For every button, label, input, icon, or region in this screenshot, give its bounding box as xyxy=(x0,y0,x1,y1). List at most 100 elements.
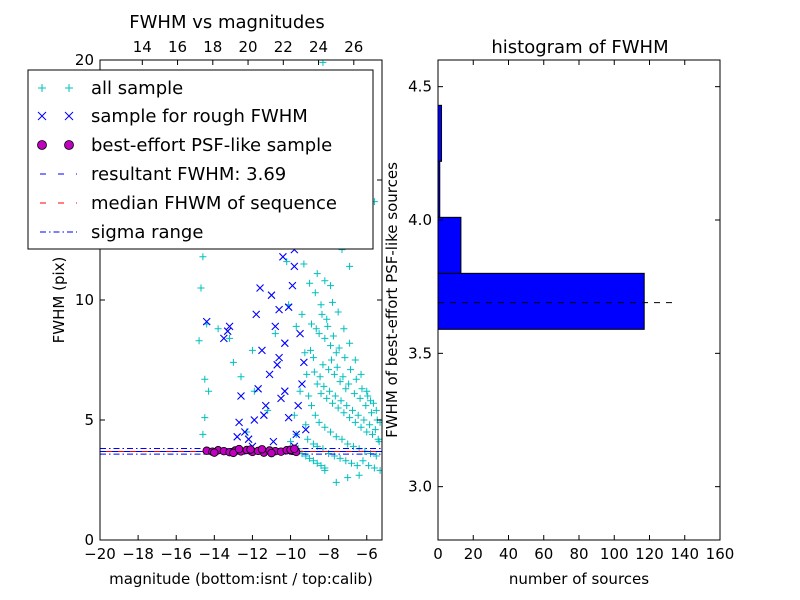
histogram-title: histogram of FWHM xyxy=(491,37,668,58)
hist-x-tick-label: 120 xyxy=(635,545,664,563)
all-sample-point xyxy=(290,411,298,419)
all-sample-point xyxy=(199,430,207,438)
y-tick-label: 5 xyxy=(84,411,94,429)
x-tick-label: −12 xyxy=(237,545,269,563)
all-sample-point xyxy=(321,277,329,285)
rough-sample-point xyxy=(284,303,293,312)
all-sample-point xyxy=(335,344,343,352)
all-sample-point xyxy=(351,356,359,364)
all-sample-point xyxy=(197,284,205,292)
all-sample-point xyxy=(319,361,327,369)
hist-x-tick-label: 0 xyxy=(433,545,443,563)
all-sample-point xyxy=(342,457,350,465)
all-sample-point xyxy=(362,402,370,410)
legend-label-psf-sample: best-effort PSF-like sample xyxy=(91,135,332,156)
rough-sample-point xyxy=(275,305,283,314)
all-sample-point xyxy=(308,402,315,410)
histogram-bar xyxy=(437,272,645,330)
top-x-tick-label: 18 xyxy=(203,38,222,56)
all-sample-point xyxy=(226,334,234,342)
rough-sample-point xyxy=(235,418,243,427)
all-sample-point xyxy=(309,457,317,465)
all-sample-point xyxy=(201,375,209,383)
all-sample-point xyxy=(348,406,356,414)
legend-x-marker xyxy=(64,111,74,121)
top-x-tick-label: 14 xyxy=(133,38,152,56)
all-sample-point xyxy=(332,478,340,486)
all-sample-point xyxy=(201,414,209,422)
all-sample-point xyxy=(311,411,319,419)
y-tick-label: 10 xyxy=(75,291,94,309)
all-sample-point xyxy=(300,260,308,268)
all-sample-point xyxy=(357,370,365,378)
all-sample-point xyxy=(336,454,344,462)
legend-label-sigma-range: sigma range xyxy=(91,222,203,243)
all-sample-point xyxy=(369,399,377,407)
all-sample-point xyxy=(340,325,348,333)
all-sample-point xyxy=(305,392,313,400)
all-sample-point xyxy=(315,330,323,338)
scatter-plot-area xyxy=(100,60,382,486)
rough-sample-point xyxy=(252,310,261,319)
legend-plus-marker xyxy=(38,84,46,92)
all-sample-point xyxy=(306,454,314,462)
all-sample-point xyxy=(315,418,323,426)
hist-x-tick-label: 100 xyxy=(600,545,629,563)
histogram-panel: histogram of FWHM 0 20 40 60 80 100 120 140 160 3… xyxy=(383,37,734,588)
all-sample-point xyxy=(308,320,315,328)
all-sample-point xyxy=(309,354,317,362)
all-sample-point xyxy=(316,373,324,381)
rough-sample-point xyxy=(273,360,282,369)
histogram-bar xyxy=(437,216,462,274)
hist-x-tick-label: 140 xyxy=(670,545,699,563)
rough-sample-point xyxy=(271,322,280,331)
all-sample-point xyxy=(311,289,319,297)
top-x-tick-label: 26 xyxy=(344,38,363,56)
rough-sample-point xyxy=(280,387,289,396)
all-sample-point xyxy=(331,392,339,400)
scatter-panel: FWHM vs magnitudes −20 −18 −16 −14 −12 −10 −8−… xyxy=(27,12,383,588)
all-sample-point xyxy=(307,346,315,354)
all-sample-point xyxy=(333,363,341,371)
all-sample-point xyxy=(199,253,207,261)
all-sample-point xyxy=(375,438,382,446)
legend-circle-marker xyxy=(37,140,47,150)
legend-label-median-fwhm: median FHWM of sequence xyxy=(91,193,337,214)
y-tick-label: 0 xyxy=(84,531,94,549)
rough-sample-point xyxy=(265,370,274,379)
all-sample-point xyxy=(321,464,329,472)
rough-sample-point xyxy=(269,437,278,446)
rough-sample-point xyxy=(292,430,301,439)
all-sample-point xyxy=(348,459,356,467)
all-sample-point xyxy=(205,387,213,395)
psf-sample-point xyxy=(290,444,299,453)
x-tick-label: −18 xyxy=(122,545,154,563)
rough-sample-point xyxy=(288,281,297,290)
all-sample-point xyxy=(328,399,336,407)
all-sample-point xyxy=(337,397,345,405)
hist-x-tick-label: 160 xyxy=(706,545,735,563)
all-sample-point xyxy=(323,394,331,402)
all-sample-point xyxy=(355,471,363,479)
x-tick-label: −20 xyxy=(84,545,116,563)
all-sample-point xyxy=(336,378,344,386)
rough-sample-point xyxy=(254,384,263,393)
psf-sample-point xyxy=(234,444,244,454)
all-sample-point xyxy=(334,308,342,316)
rough-sample-point xyxy=(237,392,245,400)
all-sample-point xyxy=(353,462,361,470)
all-sample-point xyxy=(340,409,348,417)
rough-sample-point xyxy=(240,428,249,436)
all-sample-point xyxy=(321,334,329,342)
rough-sample-point xyxy=(259,411,268,420)
all-sample-point xyxy=(346,414,354,422)
all-sample-point xyxy=(372,406,380,414)
all-sample-point xyxy=(339,373,347,381)
psf-sample-point xyxy=(267,448,276,458)
all-sample-point xyxy=(343,402,351,410)
all-sample-point xyxy=(287,438,295,446)
all-sample-point xyxy=(358,385,366,393)
hist-y-tick-label: 4.5 xyxy=(408,78,432,96)
hist-x-tick-label: 80 xyxy=(569,545,588,563)
